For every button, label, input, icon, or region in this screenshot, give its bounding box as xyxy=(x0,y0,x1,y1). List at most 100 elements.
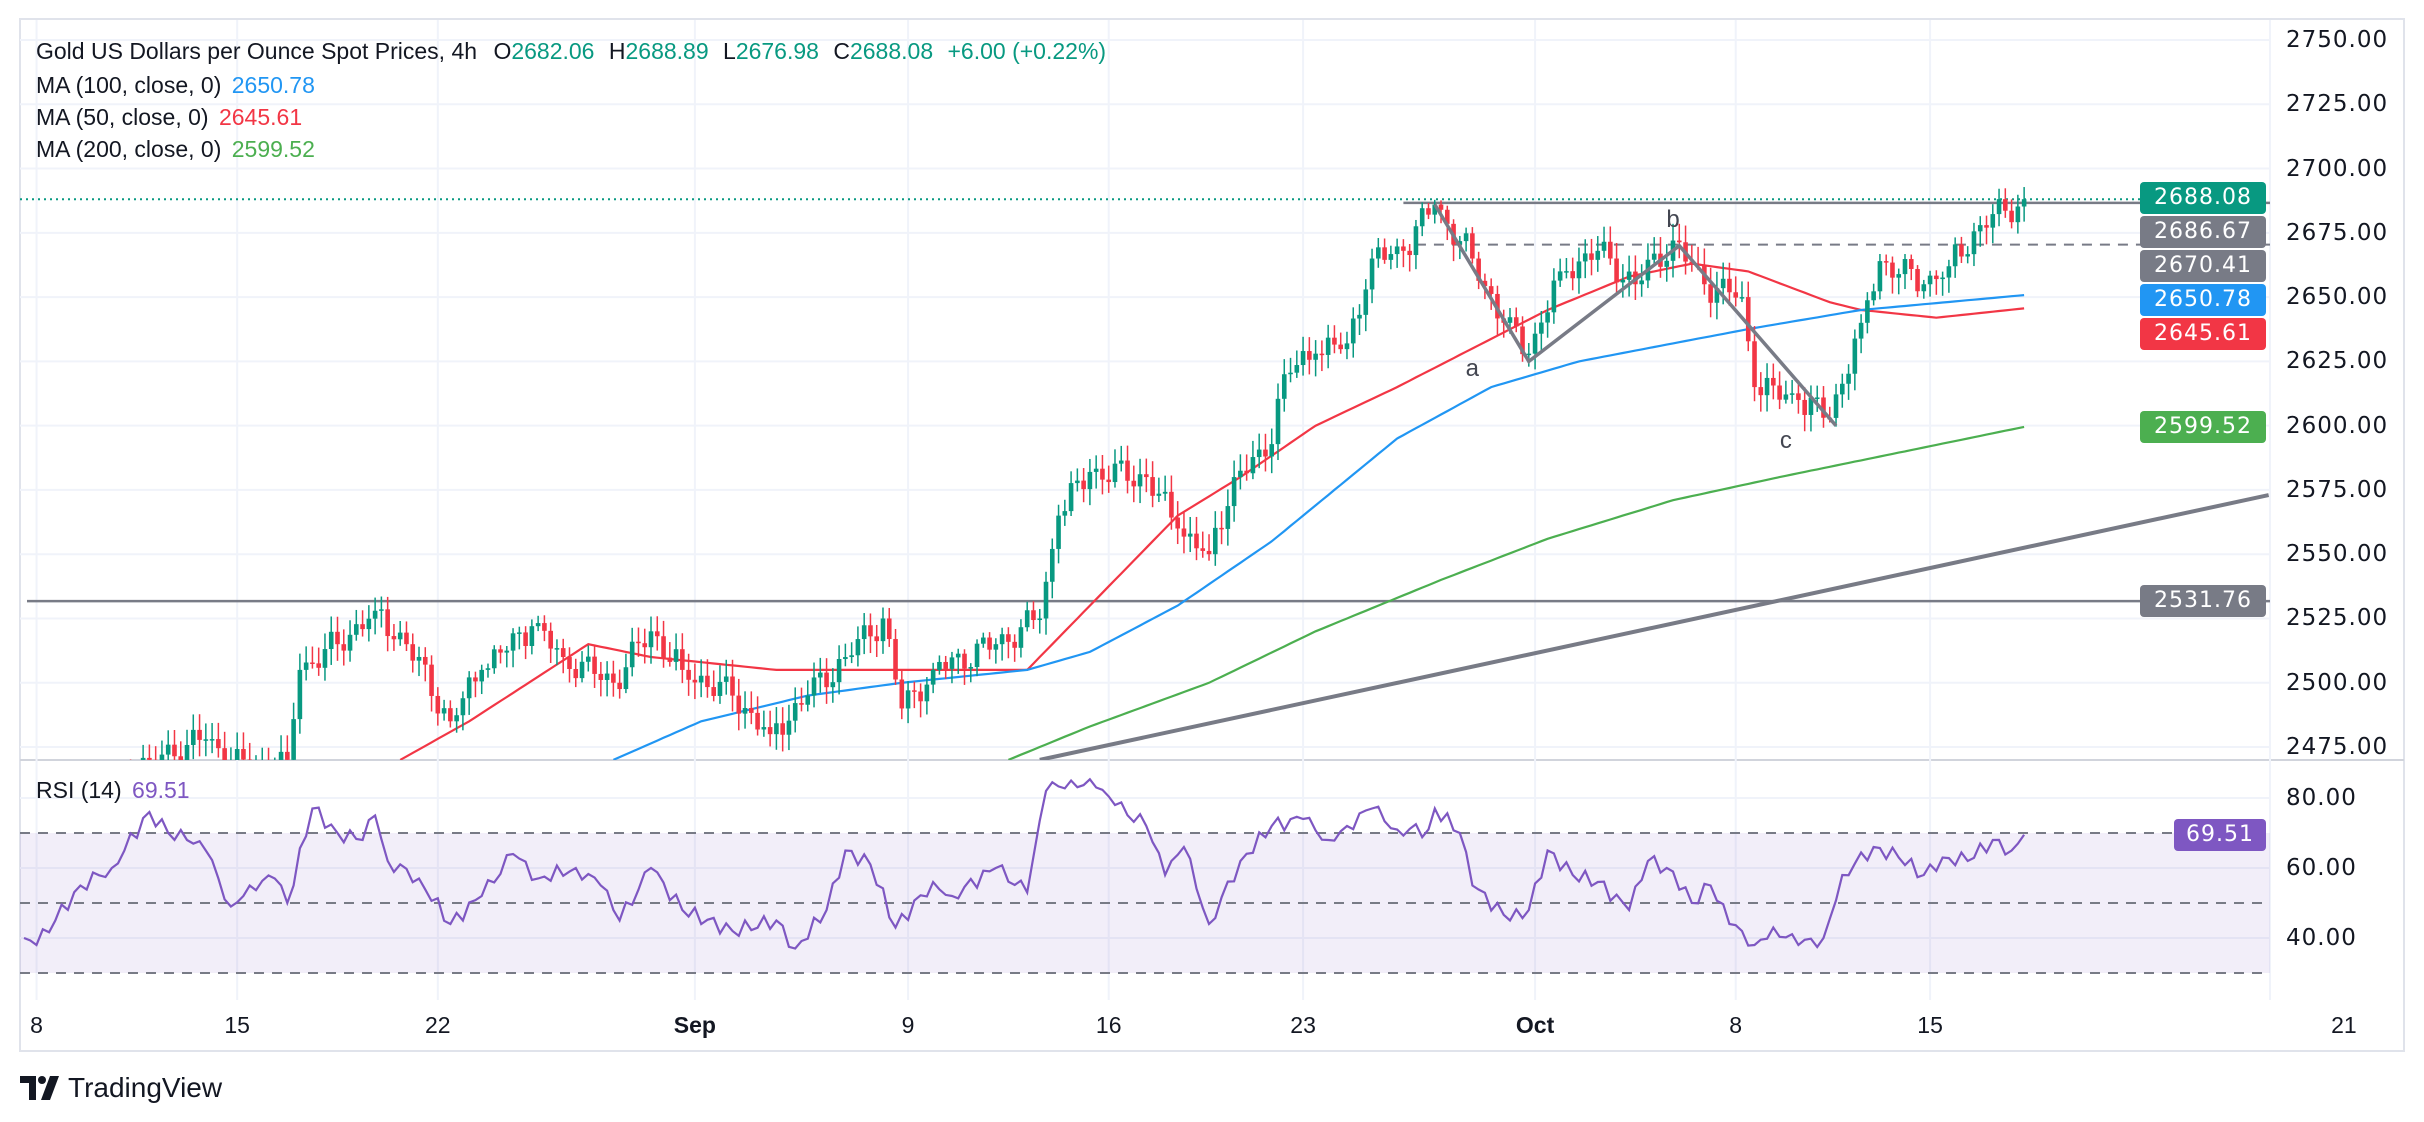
candle-up xyxy=(1118,445,1124,472)
candle-body xyxy=(1545,312,1550,323)
candle-up xyxy=(774,707,779,750)
candle-up xyxy=(190,714,196,760)
candle-body xyxy=(1482,280,1488,287)
ma100-legend[interactable]: MA (100, close, 0) 2650.78 xyxy=(36,72,319,99)
candle-down xyxy=(1796,380,1801,414)
candle-up xyxy=(1990,204,1996,244)
candle-body xyxy=(1325,337,1331,355)
ma50-legend[interactable]: MA (50, close, 0) 2645.61 xyxy=(36,104,306,131)
candle-body xyxy=(943,661,948,669)
candle-body xyxy=(278,751,284,760)
candle-up xyxy=(273,757,278,776)
tradingview-logo-text: TradingView xyxy=(68,1072,223,1103)
candle-body xyxy=(579,661,585,679)
candle-body xyxy=(1288,372,1293,375)
candle-body xyxy=(1269,444,1275,457)
candle-up xyxy=(1576,247,1582,294)
candle-body xyxy=(328,631,334,650)
candle-up xyxy=(1062,499,1068,526)
candle-down xyxy=(1169,475,1174,530)
candle-up xyxy=(817,657,823,693)
candle-body xyxy=(203,739,209,741)
candle-body xyxy=(1307,351,1312,360)
candle-body xyxy=(680,649,685,670)
candle-body xyxy=(1539,322,1544,334)
candle-down xyxy=(1959,236,1964,263)
candle-up xyxy=(466,671,472,715)
candle-body xyxy=(974,643,980,668)
candle-body xyxy=(1771,377,1776,386)
trendline[interactable] xyxy=(1039,493,2270,760)
candle-body xyxy=(1350,318,1356,344)
candle-up xyxy=(1256,433,1262,469)
candle-up xyxy=(974,639,980,677)
candle-up xyxy=(1112,449,1118,488)
candle-body xyxy=(736,695,742,714)
candle-down xyxy=(1488,278,1494,310)
candle-down xyxy=(435,687,441,726)
candle-up xyxy=(1940,271,1945,296)
candle-down xyxy=(1934,270,1939,295)
candle-body xyxy=(1564,271,1569,273)
candle-down xyxy=(799,687,804,712)
candle-down xyxy=(1131,465,1137,503)
candle-down xyxy=(1608,226,1613,265)
candle-body xyxy=(1758,387,1764,396)
candle-body xyxy=(1112,463,1118,483)
candle-body xyxy=(1871,291,1876,301)
candle-up xyxy=(1213,511,1218,566)
tradingview-logo[interactable]: TradingView xyxy=(20,1072,222,1104)
candle-body xyxy=(1162,491,1168,494)
rsi-legend[interactable]: RSI (14) 69.51 xyxy=(36,777,194,804)
candle-body xyxy=(1037,618,1043,621)
candle-body xyxy=(1444,209,1450,224)
candle-body xyxy=(1990,214,1996,228)
chart-frame xyxy=(19,18,2405,1052)
candle-body xyxy=(273,774,278,776)
wave-label-c: c xyxy=(1779,427,1792,455)
candle-up xyxy=(1714,271,1720,320)
candle-down xyxy=(962,649,967,685)
symbol-title[interactable]: Gold US Dollars per Ounce Spot Prices, 4… xyxy=(36,38,478,64)
candle-down xyxy=(1752,326,1757,402)
ma200-legend[interactable]: MA (200, close, 0) 2599.52 xyxy=(36,136,319,163)
price-axis-label: 2700.00 xyxy=(2286,155,2389,182)
candle-up xyxy=(1645,243,1651,289)
candle-down xyxy=(1081,468,1086,503)
candle-up xyxy=(1545,300,1550,338)
candle-up xyxy=(1056,504,1061,564)
candle-down xyxy=(59,807,64,836)
candle-up xyxy=(1651,237,1657,266)
candle-down xyxy=(661,620,666,668)
candle-down xyxy=(1125,445,1130,494)
candle-up xyxy=(1601,226,1607,258)
candle-body xyxy=(930,669,936,685)
candle-body xyxy=(824,672,829,688)
candle-up xyxy=(1626,255,1632,297)
candle-body xyxy=(1526,353,1532,356)
candle-up xyxy=(1996,188,2002,227)
candle-down xyxy=(385,596,390,652)
candle-body xyxy=(1426,208,1431,215)
candle-down xyxy=(316,647,321,676)
candle-down xyxy=(899,669,905,720)
candle-body xyxy=(1018,627,1024,648)
candle-body xyxy=(993,644,999,650)
candle-body xyxy=(937,661,942,670)
rsi-axis-label: 60.00 xyxy=(2286,855,2357,881)
candle-up xyxy=(1877,254,1883,300)
abc-wave-drawing[interactable] xyxy=(1433,203,1838,427)
candle-down xyxy=(222,731,227,760)
candle-down xyxy=(1589,238,1594,276)
time-axis-label: Sep xyxy=(673,1012,716,1038)
candle-body xyxy=(1664,260,1670,267)
candle-body xyxy=(84,806,89,821)
candle-body xyxy=(1137,474,1143,487)
candle-down xyxy=(1100,455,1105,495)
candle-body xyxy=(448,708,453,722)
candle-up xyxy=(1300,336,1306,376)
candle-up xyxy=(234,732,240,760)
candle-body xyxy=(617,682,622,690)
candle-body xyxy=(1432,204,1438,215)
